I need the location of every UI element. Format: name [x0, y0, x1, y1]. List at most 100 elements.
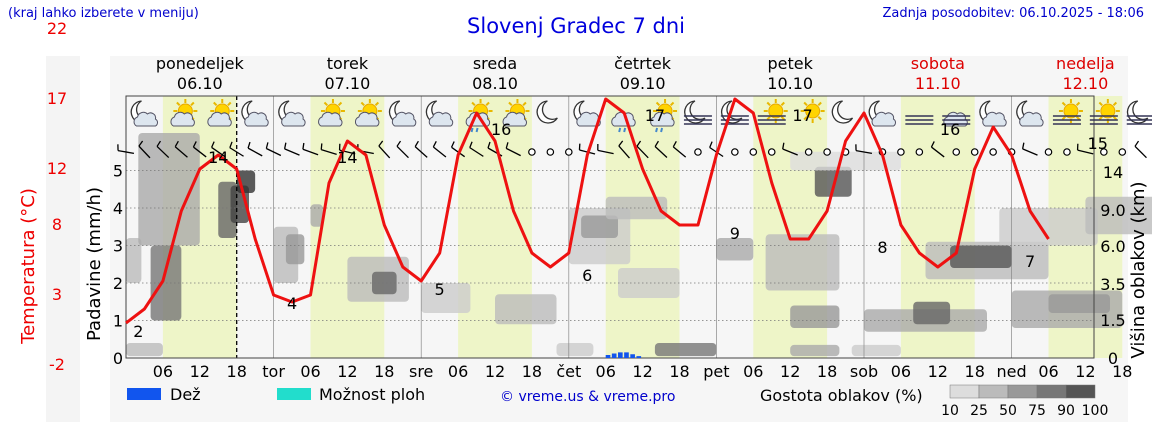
wind-barb	[469, 141, 484, 157]
wind-barb	[930, 141, 945, 158]
rain-bar	[624, 352, 629, 358]
temp-axis-label: Temperatura (°C)	[18, 188, 39, 345]
rain-swatch	[127, 388, 161, 400]
sun-cloud-icon	[502, 99, 530, 127]
cloud-layer	[999, 208, 1098, 246]
moon-cloud-icon	[388, 100, 417, 127]
cloud-height-tick-label: 6.0	[1100, 237, 1125, 256]
temp-tick-label: -2	[49, 355, 65, 374]
x-tick-label: 18	[374, 362, 394, 381]
density-tick-label: 10	[941, 403, 959, 419]
temperature-data-label: 5	[435, 280, 445, 299]
cloud-layer	[1048, 294, 1110, 313]
cloud-height-tick-label: 3.5	[1100, 275, 1125, 294]
cloud-layer	[126, 238, 142, 283]
x-tick-label: sob	[850, 362, 878, 381]
cloud-layer	[851, 344, 901, 357]
rain-bar	[618, 352, 623, 358]
x-tick-label: 06	[743, 362, 763, 381]
wind-barb	[782, 142, 798, 156]
temperature-data-label: 17	[792, 106, 812, 125]
calm-wind-mark	[731, 148, 739, 156]
calm-wind-mark	[528, 148, 536, 156]
wind-barb	[117, 144, 135, 155]
precip-tick-label: 3	[113, 237, 123, 256]
calm-wind-mark	[823, 148, 831, 156]
precip-axis-label: Padavine (mm/h)	[84, 187, 105, 341]
x-tick-label: 18	[227, 362, 247, 381]
precip-tick-label: 1	[113, 312, 123, 331]
x-tick-label: 18	[817, 362, 837, 381]
calm-wind-mark	[970, 148, 979, 156]
temperature-data-label: 15	[1088, 134, 1108, 153]
temperature-data-label: 14	[337, 148, 357, 167]
temp-tick-label: 8	[52, 215, 62, 234]
cloud-height-tick-label: 14	[1103, 163, 1123, 182]
rain-bar	[630, 354, 635, 358]
wind-barb	[618, 140, 630, 159]
rain-bar	[636, 356, 642, 358]
cloud-layer	[814, 166, 852, 197]
x-tick-label: 12	[632, 362, 652, 381]
credit-text: © vreme.us & vreme.pro	[500, 389, 675, 405]
cloud-layer	[310, 204, 323, 227]
wind-barb	[1021, 142, 1038, 156]
temp-tick-label: 22	[47, 19, 67, 38]
sun-cloud-icon	[354, 99, 382, 127]
precip-tick-label: 4	[113, 199, 123, 218]
cloud-layer	[950, 245, 1012, 268]
temp-axis-panel	[46, 56, 80, 422]
moon-cloud-icon	[425, 100, 454, 127]
x-tick-label: 06	[891, 362, 911, 381]
density-swatch	[978, 384, 1009, 399]
calm-wind-mark	[989, 148, 997, 156]
calm-wind-mark	[749, 148, 758, 156]
day-name: torek	[327, 54, 369, 73]
wind-barb	[320, 143, 337, 155]
x-tick-label: 06	[596, 362, 616, 381]
wind-barb	[654, 140, 668, 158]
x-tick-label: 18	[522, 362, 542, 381]
day-name: sreda	[473, 54, 517, 73]
x-tick-label: 18	[669, 362, 689, 381]
day-date: 07.10	[324, 74, 370, 93]
calm-wind-mark	[694, 148, 702, 156]
temperature-line	[125, 97, 1050, 325]
sun-fog-icon	[1052, 99, 1083, 125]
cloud-layer	[765, 234, 840, 291]
day-date: 12.10	[1062, 74, 1108, 93]
calm-wind-mark	[546, 148, 555, 156]
wind-barb	[505, 142, 521, 157]
wind-barb	[138, 140, 151, 159]
density-tick-label: 90	[1057, 403, 1075, 419]
x-tick-label: 06	[1038, 362, 1058, 381]
sun-fog-icon	[1089, 99, 1120, 125]
moon-cloud-icon	[1016, 100, 1044, 127]
density-swatch	[1065, 384, 1096, 399]
x-tick-label: 12	[780, 362, 800, 381]
rain-bar	[611, 353, 617, 358]
x-tick-label: tor	[262, 362, 285, 381]
calm-wind-mark	[767, 148, 776, 156]
cloud-layer	[1085, 196, 1152, 235]
cloud-layer	[421, 283, 471, 313]
day-name: sobota	[911, 54, 965, 73]
x-tick-label: 12	[190, 362, 210, 381]
calm-wind-mark	[564, 148, 573, 156]
moon-fog-icon	[683, 100, 712, 125]
x-tick-label: 12	[337, 362, 357, 381]
temperature-data-label: 2	[133, 322, 143, 341]
wind-barb	[432, 141, 447, 158]
cloud-height-axis-label: Višina oblakov (km)	[1128, 181, 1149, 358]
moon-fog-icon	[720, 100, 749, 125]
temp-tick-label: 17	[47, 89, 67, 108]
cloud-layer	[716, 238, 754, 261]
wind-barb	[247, 141, 263, 157]
rain-legend-label: Dež	[170, 385, 201, 404]
wind-barb	[283, 142, 300, 156]
x-tick-label: 18	[965, 362, 985, 381]
cloud-layer	[556, 343, 594, 357]
x-tick-label: 06	[448, 362, 468, 381]
precip-tick-label: 2	[113, 274, 123, 293]
